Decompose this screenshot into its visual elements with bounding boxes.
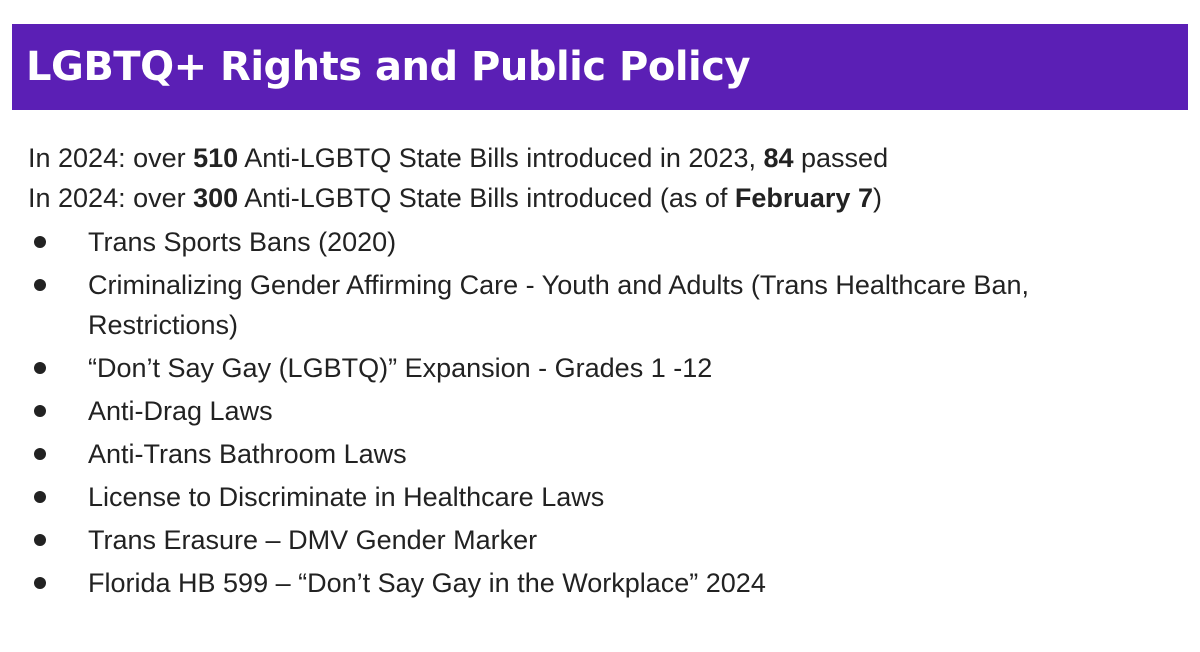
bullet-icon — [34, 405, 46, 417]
list-item: License to Discriminate in Healthcare La… — [28, 477, 1178, 517]
list-item: Anti-Trans Bathroom Laws — [28, 434, 1178, 474]
list-item: Anti-Drag Laws — [28, 391, 1178, 431]
bill-type-list: Trans Sports Bans (2020) Criminalizing G… — [28, 222, 1178, 603]
bullet-icon — [34, 362, 46, 374]
bullet-icon — [34, 448, 46, 460]
title-bar: LGBTQ+ Rights and Public Policy — [12, 24, 1188, 110]
stat-suffix: passed — [793, 143, 889, 173]
list-item-text: License to Discriminate in Healthcare La… — [88, 482, 605, 512]
list-item-text: Trans Erasure – DMV Gender Marker — [88, 525, 538, 555]
bullet-icon — [34, 279, 46, 291]
list-item-text: Criminalizing Gender Affirming Care - Yo… — [88, 270, 1029, 340]
stat-suffix: ) — [872, 183, 882, 213]
stat-line-2024: In 2024: over 300 Anti-LGBTQ State Bills… — [28, 178, 1178, 218]
list-item-text: “Don’t Say Gay (LGBTQ)” Expansion - Grad… — [88, 353, 713, 383]
slide-title: LGBTQ+ Rights and Public Policy — [26, 44, 751, 90]
passed-count: 84 — [763, 143, 794, 173]
stat-line-2023: In 2024: over 510 Anti-LGBTQ State Bills… — [28, 138, 1178, 178]
bullet-icon — [34, 491, 46, 503]
stat-prefix: In 2024: over — [28, 183, 194, 213]
list-item-text: Florida HB 599 – “Don’t Say Gay in the W… — [88, 568, 766, 598]
bill-count-2023: 510 — [193, 143, 239, 173]
list-item: “Don’t Say Gay (LGBTQ)” Expansion - Grad… — [28, 348, 1178, 388]
list-item: Trans Erasure – DMV Gender Marker — [28, 520, 1178, 560]
bullet-icon — [34, 577, 46, 589]
stat-middle: Anti-LGBTQ State Bills introduced in 202… — [238, 143, 764, 173]
bill-count-2024: 300 — [193, 183, 239, 213]
bullet-icon — [34, 534, 46, 546]
stat-middle: Anti-LGBTQ State Bills introduced (as of — [238, 183, 735, 213]
as-of-date: February 7 — [734, 183, 873, 213]
list-item-text: Anti-Trans Bathroom Laws — [88, 439, 407, 469]
list-item-text: Anti-Drag Laws — [88, 396, 273, 426]
slide-body: In 2024: over 510 Anti-LGBTQ State Bills… — [28, 138, 1178, 606]
stat-prefix: In 2024: over — [28, 143, 194, 173]
list-item-text: Trans Sports Bans (2020) — [88, 227, 397, 257]
list-item: Trans Sports Bans (2020) — [28, 222, 1178, 262]
list-item: Florida HB 599 – “Don’t Say Gay in the W… — [28, 563, 1178, 603]
bullet-icon — [34, 236, 46, 248]
list-item: Criminalizing Gender Affirming Care - Yo… — [28, 265, 1178, 345]
